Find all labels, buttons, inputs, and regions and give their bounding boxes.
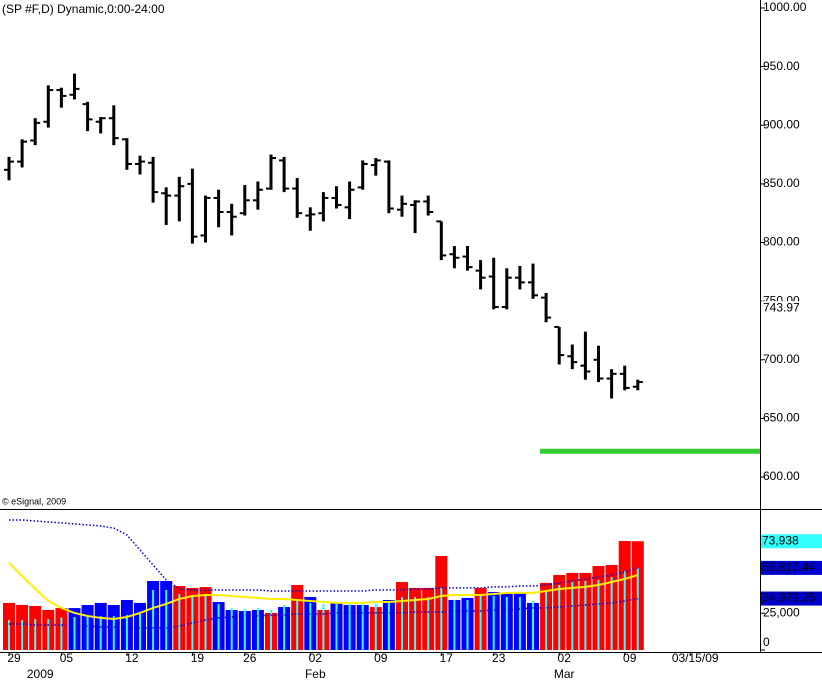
x-tick-label: 09 xyxy=(623,651,637,665)
x-tick-label: 26 xyxy=(243,651,257,665)
x-period-label: Feb xyxy=(305,667,326,681)
value-label: 34,979.25 xyxy=(762,591,816,605)
moving-average-line xyxy=(8,562,639,620)
y-tick-label: 900.00 xyxy=(763,117,800,131)
x-tick-label: 09 xyxy=(374,651,388,665)
y-tick-label: 950.00 xyxy=(763,59,800,73)
value-label-box xyxy=(761,591,822,606)
y-tick-label: 650.00 xyxy=(763,411,800,425)
band-line xyxy=(9,519,639,592)
y-tick-label: 600.00 xyxy=(763,469,800,483)
x-tick-label: 02 xyxy=(558,651,572,665)
value-label: 73,938 xyxy=(762,533,799,547)
x-tick-label: 02 xyxy=(309,651,323,665)
x-period-label: Mar xyxy=(554,667,575,681)
x-tick-label: 23 xyxy=(492,651,506,665)
x-tick-label: 03/15/09 xyxy=(672,651,719,665)
x-tick-label: 29 xyxy=(7,651,21,665)
value-label-box xyxy=(761,534,822,549)
copyright: © eSignal, 2009 xyxy=(2,496,66,506)
value-label: 55,817.44 xyxy=(762,560,816,574)
x-period-label: 2009 xyxy=(27,667,54,681)
y-tick-label: 850.00 xyxy=(763,176,800,190)
y-tick-label: 700.00 xyxy=(763,352,800,366)
price-marker-box xyxy=(761,301,821,316)
volume-y-tick-label: 25,000 xyxy=(763,605,800,619)
value-label-box xyxy=(761,560,822,575)
chart-title: (SP #F,D) Dynamic,0:00-24:00 xyxy=(2,2,165,16)
y-tick-label: 1000.00 xyxy=(763,0,807,14)
x-tick-label: 19 xyxy=(191,651,205,665)
volume-y-tick-label: 0 xyxy=(763,635,770,649)
price-marker-label: 743.97 xyxy=(763,300,800,314)
x-tick-label: 17 xyxy=(440,651,454,665)
x-tick-label: 05 xyxy=(60,651,74,665)
band-line xyxy=(9,597,638,629)
y-tick-label: 800.00 xyxy=(763,235,800,249)
x-tick-label: 12 xyxy=(125,651,139,665)
